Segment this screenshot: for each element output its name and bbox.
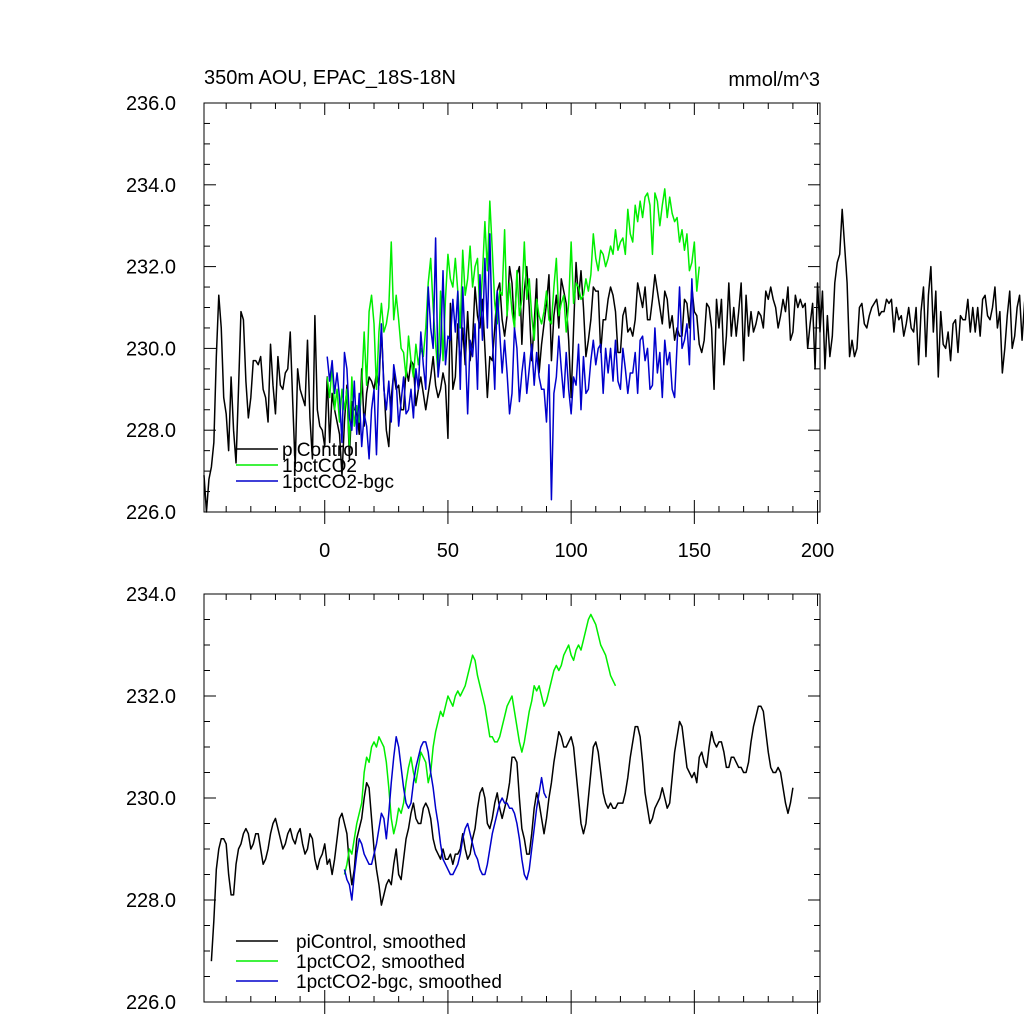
series-line-1 — [210, 705, 794, 962]
y-tick-label: 234.0 — [126, 584, 176, 606]
x-tick-label: 150 — [678, 540, 711, 562]
y-tick-label: 236.0 — [126, 93, 176, 115]
series-line-1 — [203, 208, 1024, 513]
x-tick-label: 0 — [319, 540, 330, 562]
top-panel: 0 50 100 150 200 226.0 228.0 230.0 232.0 234.0 236… — [126, 93, 1024, 562]
y-tick-label: 234.0 — [126, 175, 176, 197]
y-tick-label: 226.0 — [126, 992, 176, 1014]
x-tick-label: 100 — [554, 540, 587, 562]
legend-label: piControl — [282, 440, 358, 461]
y-tick-label: 230.0 — [126, 788, 176, 810]
y-tick-label: 230.0 — [126, 338, 176, 360]
legend-label: 1pctCO2 — [282, 456, 357, 477]
legend-label: piControl, smoothed — [296, 932, 466, 953]
legend-label: 1pctCO2-bgc — [282, 472, 394, 493]
bottom-panel: 226.0 228.0 230.0 232.0 234.0 piControl, smoo… — [126, 584, 821, 1014]
y-tick-label: 232.0 — [126, 257, 176, 279]
x-tick-label: 200 — [801, 540, 834, 562]
units-label: mmol/m^3 — [728, 69, 820, 91]
series-line-2 — [343, 613, 617, 875]
legend-label: 1pctCO2-bgc, smoothed — [296, 972, 502, 993]
y-tick-label: 226.0 — [126, 502, 176, 524]
chart-title: 350m AOU, EPAC_18S-18N — [204, 67, 456, 89]
y-tick-label: 228.0 — [126, 890, 176, 912]
series-line-3 — [326, 233, 696, 501]
series-line-2 — [326, 188, 701, 448]
series-line-3 — [343, 736, 548, 901]
x-tick-label: 50 — [437, 540, 459, 562]
y-tick-label: 232.0 — [126, 686, 176, 708]
y-tick-label: 228.0 — [126, 420, 176, 442]
legend-label: 1pctCO2, smoothed — [296, 952, 465, 973]
